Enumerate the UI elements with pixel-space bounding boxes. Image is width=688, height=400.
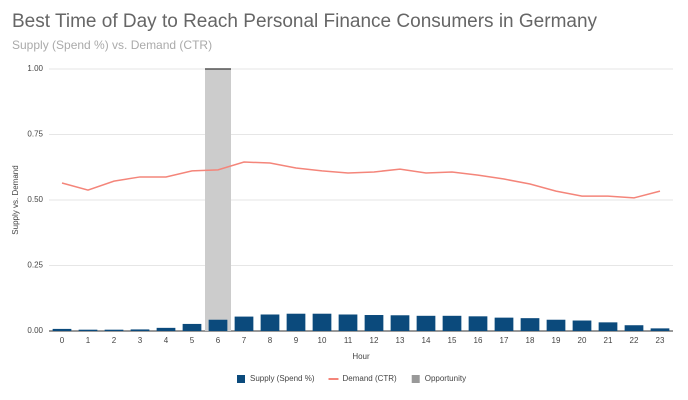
x-tick-label: 13 <box>396 336 405 345</box>
bar <box>390 315 410 331</box>
bar <box>364 315 384 331</box>
legend-label: Supply (Spend %) <box>250 374 315 383</box>
x-tick-label: 15 <box>448 336 457 345</box>
bar <box>286 313 306 331</box>
chart-subtitle: Supply (Spend %) vs. Demand (CTR) <box>12 38 212 52</box>
bar <box>572 320 592 331</box>
x-tick-label: 7 <box>242 336 247 345</box>
bar <box>78 329 98 331</box>
opportunity-band <box>205 69 231 331</box>
bar <box>312 313 332 331</box>
bar <box>598 322 618 331</box>
x-tick-label: 18 <box>526 336 535 345</box>
bar <box>624 325 644 331</box>
y-tick-label: 0.75 <box>27 130 43 139</box>
bar <box>52 328 72 331</box>
y-axis-label: Supply vs. Demand <box>11 165 20 234</box>
bar <box>546 319 566 331</box>
y-tick-label: 1.00 <box>27 64 43 73</box>
x-tick-label: 3 <box>138 336 143 345</box>
bar <box>234 316 254 331</box>
legend-swatch <box>237 375 245 383</box>
bar <box>208 319 228 331</box>
bar <box>260 314 280 331</box>
x-tick-label: 14 <box>422 336 431 345</box>
legend-label: Demand (CTR) <box>342 374 397 383</box>
x-tick-label: 19 <box>552 336 561 345</box>
y-tick-label: 0.00 <box>27 326 43 335</box>
bar <box>156 327 176 331</box>
bar <box>338 314 358 331</box>
x-tick-label: 9 <box>294 336 299 345</box>
bar <box>650 328 670 331</box>
x-tick-label: 17 <box>500 336 509 345</box>
x-tick-label: 0 <box>60 336 65 345</box>
y-tick-label: 0.25 <box>27 261 43 270</box>
x-tick-label: 23 <box>656 336 665 345</box>
bar <box>442 315 462 331</box>
x-tick-label: 5 <box>190 336 195 345</box>
x-tick-label: 22 <box>630 336 639 345</box>
bar <box>104 329 124 331</box>
legend-swatch <box>411 375 420 383</box>
bar <box>468 316 488 331</box>
x-tick-label: 8 <box>268 336 273 345</box>
bar <box>416 315 436 331</box>
x-tick-label: 6 <box>216 336 221 345</box>
bar <box>182 323 202 331</box>
bar <box>494 317 514 331</box>
x-tick-label: 2 <box>112 336 117 345</box>
x-tick-label: 10 <box>318 336 327 345</box>
x-tick-label: 16 <box>474 336 483 345</box>
x-tick-label: 11 <box>344 336 353 345</box>
legend-label: Opportunity <box>425 374 466 383</box>
x-tick-label: 21 <box>604 336 613 345</box>
chart-title: Best Time of Day to Reach Personal Finan… <box>12 11 598 32</box>
x-tick-label: 1 <box>86 336 91 345</box>
x-axis-label: Hour <box>352 352 370 361</box>
bar <box>130 329 150 331</box>
x-tick-label: 4 <box>164 336 169 345</box>
y-tick-label: 0.50 <box>27 195 43 204</box>
bar <box>520 318 540 331</box>
x-tick-label: 20 <box>578 336 587 345</box>
x-tick-label: 12 <box>370 336 379 345</box>
line <box>61 161 661 199</box>
